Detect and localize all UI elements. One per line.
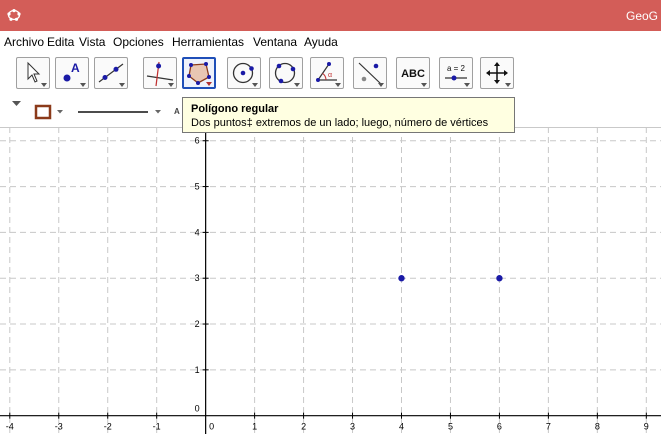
toggle-stylebar-icon[interactable] — [12, 101, 21, 106]
svg-text:α: α — [328, 72, 332, 79]
x-tick-label: -1 — [153, 422, 161, 432]
title-bar: GeoG — [0, 0, 661, 31]
x-tick-label: 9 — [644, 422, 649, 432]
label-style-letter[interactable]: A — [174, 107, 180, 116]
geogebra-logo-icon — [7, 9, 21, 21]
graphics-view[interactable]: -4 -3 -2 -1 0 1 2 3 4 5 6 7 8 9 0 1 2 3 4 5 6 — [0, 127, 661, 434]
tooltip-title: Polígono regular — [191, 103, 279, 115]
x-tick-label: 4 — [399, 422, 404, 432]
slider-tool-button[interactable]: a = 2 — [439, 57, 473, 89]
y-tick-label: 0 — [195, 404, 200, 414]
x-tick-label: 5 — [448, 422, 453, 432]
style-bar-controls — [12, 101, 161, 120]
y-tick-label: 3 — [195, 273, 200, 283]
svg-text:A: A — [71, 61, 80, 75]
menu-archivo[interactable]: Archivo — [4, 35, 45, 49]
svg-text:ABC: ABC — [401, 68, 425, 80]
x-tick-label: 6 — [497, 422, 502, 432]
y-tick-label: 6 — [195, 136, 200, 146]
menu-ventana[interactable]: Ventana — [253, 35, 298, 49]
menu-edita[interactable]: Edita — [47, 35, 75, 49]
angle-tool-button[interactable]: α — [310, 57, 344, 89]
window-title: GeoG — [626, 9, 659, 23]
move-tool-button[interactable] — [16, 57, 50, 89]
y-tick-label: 2 — [195, 319, 200, 329]
circle-three-points-icon — [274, 62, 296, 84]
svg-text:a = 2: a = 2 — [447, 64, 466, 73]
circle-tool-button[interactable] — [227, 57, 261, 89]
reflect-tool-button[interactable] — [353, 57, 387, 89]
move-graphics-view-icon — [486, 62, 508, 84]
x-tick-label: -4 — [6, 422, 14, 432]
line-style-button[interactable] — [78, 110, 161, 114]
menu-bar: Archivo Edita Vista Opciones Herramienta… — [0, 31, 661, 51]
menu-vista[interactable]: Vista — [79, 35, 106, 49]
y-tick-label: 5 — [195, 182, 200, 192]
x-tick-label: -2 — [104, 422, 112, 432]
data-point[interactable] — [398, 275, 405, 282]
polygon-icon — [187, 62, 211, 85]
arrow-pointer-icon — [27, 61, 41, 83]
perpendicular-line-icon — [146, 61, 174, 87]
toolbar: A — [0, 51, 661, 97]
x-tick-label: -3 — [55, 422, 63, 432]
line-tool-button[interactable] — [94, 57, 128, 89]
x-tick-label: 2 — [301, 422, 306, 432]
polygon-tool-button[interactable] — [182, 57, 216, 89]
menu-ayuda[interactable]: Ayuda — [304, 35, 338, 49]
angle-icon: α — [316, 62, 337, 82]
tool-tooltip: Polígono regular Dos puntos‡ extremos de… — [182, 97, 515, 133]
y-tick-label: 4 — [195, 227, 200, 237]
x-tick-label: 1 — [252, 422, 257, 432]
x-tick-label: 8 — [595, 422, 600, 432]
x-tick-label: 7 — [546, 422, 551, 432]
slider-icon: a = 2 — [445, 64, 467, 81]
x-tick-label: 0 — [209, 422, 214, 432]
text-icon: ABC — [401, 68, 425, 80]
tooltip-description: Dos puntos‡ extremos de un lado; luego, … — [191, 117, 489, 129]
perpendicular-tool-button[interactable] — [143, 57, 177, 89]
text-tool-button[interactable]: ABC — [396, 57, 430, 89]
y-tick-label: 1 — [195, 365, 200, 375]
line-through-points-icon — [98, 63, 124, 83]
point-A-icon: A — [63, 61, 80, 82]
circle-center-point-icon — [232, 62, 254, 84]
color-picker-button[interactable] — [34, 104, 63, 120]
x-tick-label: 3 — [350, 422, 355, 432]
reflect-icon — [358, 62, 382, 85]
menu-herramientas[interactable]: Herramientas — [172, 35, 245, 49]
conic-tool-button[interactable] — [269, 57, 303, 89]
point-tool-button[interactable]: A — [55, 57, 89, 89]
menu-opciones[interactable]: Opciones — [113, 35, 164, 49]
data-point[interactable] — [496, 275, 503, 282]
move-view-tool-button[interactable] — [480, 57, 514, 89]
